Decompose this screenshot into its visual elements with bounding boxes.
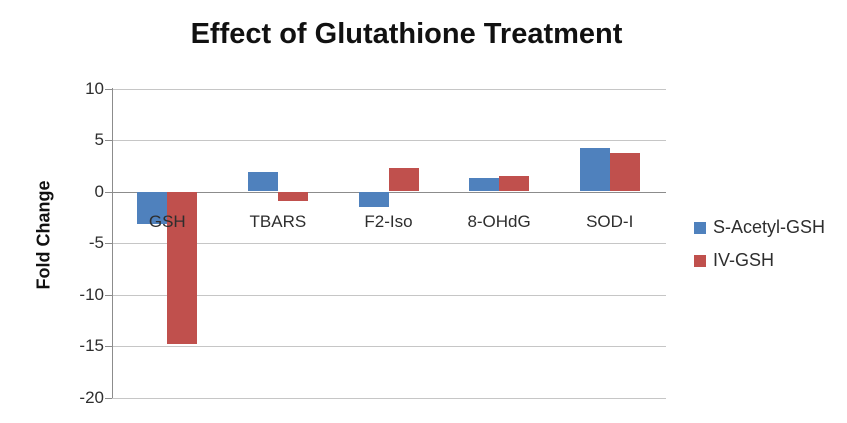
x-axis-line	[112, 191, 666, 193]
bar	[388, 167, 419, 192]
y-axis-tick-label: -15	[79, 336, 104, 355]
category-label: F2-Iso	[364, 212, 413, 231]
legend-item: S-Acetyl-GSH	[694, 217, 825, 238]
gridline	[112, 88, 666, 90]
gridline	[112, 294, 666, 296]
chart-title: Effect of Glutathione Treatment	[190, 18, 623, 50]
y-axis-tickmark	[105, 140, 112, 141]
category-label: TBARS	[249, 212, 307, 231]
y-axis-title: Fold Change	[33, 180, 54, 290]
bar	[277, 191, 308, 201]
bar	[167, 191, 198, 344]
bar	[609, 153, 640, 192]
y-axis-tick-label: 5	[94, 130, 104, 149]
y-axis-tickmark	[105, 346, 112, 347]
gridline	[112, 397, 666, 399]
bar	[247, 171, 278, 192]
y-axis-line	[112, 88, 113, 398]
y-axis-tickmark	[105, 294, 112, 296]
category-label: SOD-I	[586, 212, 634, 231]
gridline	[112, 140, 666, 141]
category-label: GSH	[148, 212, 186, 231]
y-axis-tickmark	[105, 191, 112, 193]
legend-swatch-icon	[694, 254, 706, 267]
y-axis-tick-label: -5	[88, 233, 104, 252]
gridline	[112, 346, 666, 347]
y-axis-tick-label: 10	[85, 78, 104, 98]
bar	[469, 178, 500, 192]
legend-swatch-icon	[694, 221, 706, 234]
legend: S-Acetyl-GSH IV-GSH	[694, 217, 825, 271]
legend-label: S-Acetyl-GSH	[713, 217, 826, 237]
y-axis-tickmark	[105, 397, 112, 399]
category-label: 8-OHdG	[467, 212, 531, 231]
bar	[358, 191, 389, 207]
y-axis-tick-label: -20	[79, 387, 104, 407]
y-axis-tick-label: -10	[79, 284, 104, 304]
y-axis-tickmark	[105, 243, 112, 244]
legend-label: IV-GSH	[713, 250, 775, 270]
y-axis-tickmark	[105, 88, 112, 90]
legend-item: IV-GSH	[694, 250, 825, 271]
y-axis-tick-label: 0	[94, 181, 104, 201]
bar	[137, 191, 168, 225]
bar	[499, 176, 530, 192]
gridline	[112, 243, 666, 244]
bar	[579, 148, 610, 192]
